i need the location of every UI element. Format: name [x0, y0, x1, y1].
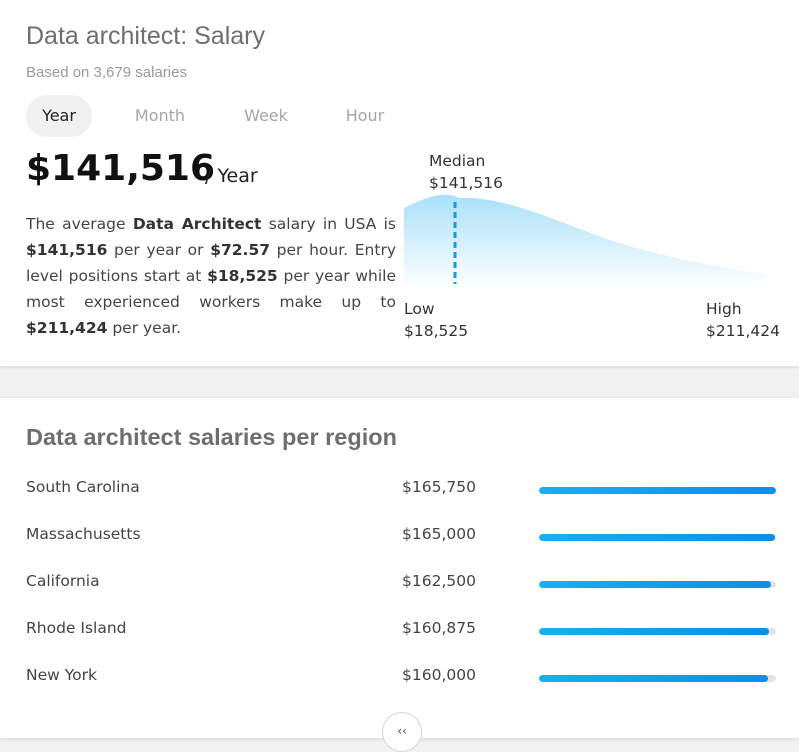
low-label: Low — [404, 300, 435, 318]
tab-hour[interactable]: Hour — [345, 106, 385, 125]
region-salary-bar — [539, 675, 776, 682]
chevrons-down-icon: ‹‹ — [397, 724, 407, 738]
median-label: Median — [429, 152, 486, 170]
salary-distribution: Median $141,516 Low $18,525 High $211,42… — [404, 150, 784, 350]
region-salary: $162,500 — [402, 572, 476, 590]
salary-count-subtitle: Based on 3,679 salaries — [26, 64, 187, 81]
region-row: South Carolina $165,750 — [0, 474, 799, 504]
high-label: High — [706, 300, 742, 318]
region-salary: $165,000 — [402, 525, 476, 543]
region-name: Rhode Island — [26, 619, 127, 637]
distribution-curve — [404, 194, 766, 288]
tab-year[interactable]: Year — [26, 95, 92, 137]
region-salary: $160,875 — [402, 619, 476, 637]
tab-month[interactable]: Month — [134, 106, 186, 125]
region-salary-bar-fill — [539, 675, 768, 682]
yearly-salary-text: $141,516 — [26, 241, 108, 259]
distribution-area — [404, 194, 766, 288]
region-salary: $160,000 — [402, 666, 476, 684]
region-name: South Carolina — [26, 478, 140, 496]
salary-card: Data architect: Salary Based on 3,679 sa… — [0, 0, 799, 366]
salary-description: The average Data Architect salary in USA… — [26, 215, 396, 337]
region-salary-bar-fill — [539, 581, 772, 588]
region-salary-bar — [539, 487, 776, 494]
region-name: California — [26, 572, 100, 590]
entry-salary-text: $18,525 — [207, 267, 278, 285]
top-salary-text: $211,424 — [26, 319, 108, 337]
low-value: $18,525 — [404, 322, 469, 340]
region-salary-bar-fill — [539, 628, 770, 635]
region-row: Rhode Island $160,875 — [0, 615, 799, 645]
tab-week[interactable]: Week — [244, 106, 288, 125]
high-value: $211,424 — [706, 322, 780, 340]
region-salary-bar — [539, 581, 776, 588]
salary-period-unit: / Year — [205, 165, 258, 187]
region-row: Massachusetts $165,000 — [0, 521, 799, 551]
region-salary: $165,750 — [402, 478, 476, 496]
job-title-text: Data Architect — [132, 215, 262, 233]
median-value: $141,516 — [429, 174, 503, 192]
region-salary-bar-fill — [539, 487, 776, 494]
region-salary-bar — [539, 628, 776, 635]
hourly-salary-text: $72.57 — [210, 241, 271, 259]
region-title: Data architect salaries per region — [26, 424, 397, 450]
region-salary-bar — [539, 534, 776, 541]
region-salary-bar-fill — [539, 534, 775, 541]
region-row: California $162,500 — [0, 568, 799, 598]
average-salary-amount: $141,516 — [26, 148, 216, 189]
region-name: New York — [26, 666, 97, 684]
region-row: New York $160,000 — [0, 662, 799, 692]
region-name: Massachusetts — [26, 525, 141, 543]
show-more-regions-button[interactable]: ‹‹ — [382, 712, 422, 752]
salary-title: Data architect: Salary — [26, 22, 265, 50]
